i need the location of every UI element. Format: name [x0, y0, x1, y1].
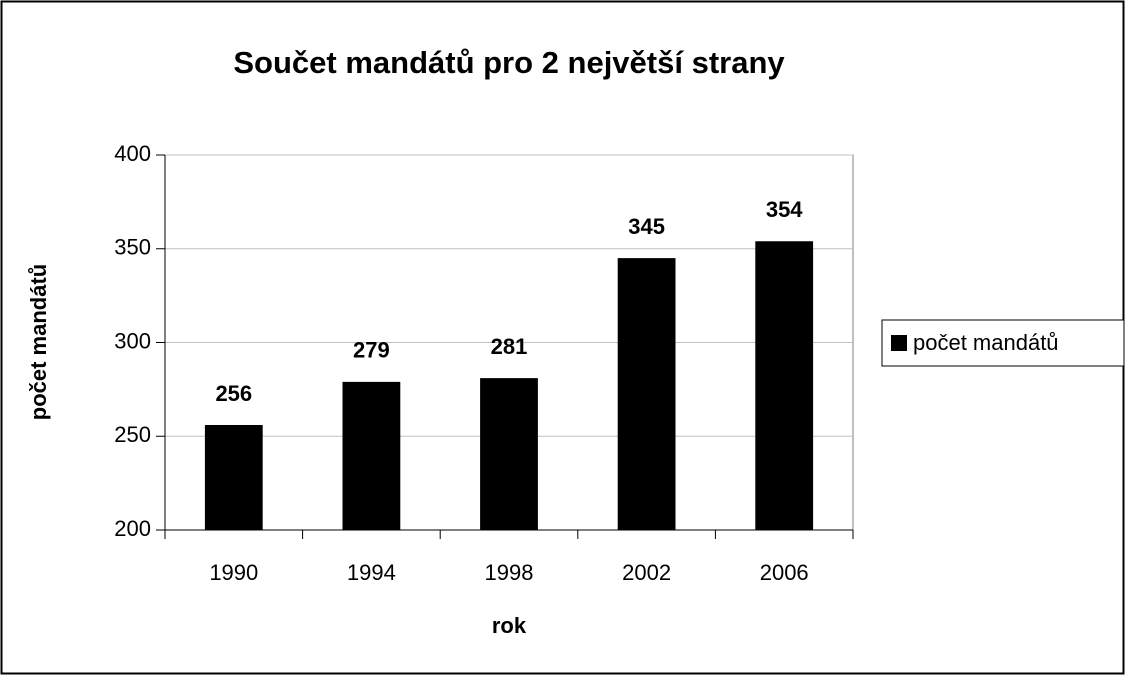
data-label: 279	[353, 338, 390, 363]
bar	[755, 241, 814, 530]
x-tick-label: 1994	[347, 560, 396, 585]
bar	[617, 258, 676, 530]
bar	[204, 425, 263, 530]
y-tick-label: 250	[114, 422, 151, 447]
data-label: 281	[491, 334, 528, 359]
bar	[480, 378, 538, 530]
y-tick-label: 200	[114, 516, 151, 541]
x-tick-label: 2002	[622, 560, 671, 585]
data-label: 354	[766, 197, 803, 222]
chart-title: Součet mandátů pro 2 největší strany	[233, 45, 785, 80]
data-label: 256	[215, 381, 252, 406]
x-tick-label: 2006	[760, 560, 809, 585]
x-tick-label: 1990	[209, 560, 258, 585]
x-axis-label: rok	[492, 613, 527, 638]
y-tick-label: 400	[114, 141, 151, 166]
legend-label: počet mandátů	[913, 330, 1059, 355]
y-axis-label: počet mandátů	[26, 264, 51, 420]
legend-box	[881, 319, 1125, 367]
data-label: 345	[628, 214, 665, 239]
y-tick-label: 300	[114, 328, 151, 353]
bar	[342, 381, 401, 530]
legend-swatch	[891, 335, 907, 351]
x-tick-label: 1998	[485, 560, 534, 585]
y-tick-label: 350	[114, 235, 151, 260]
